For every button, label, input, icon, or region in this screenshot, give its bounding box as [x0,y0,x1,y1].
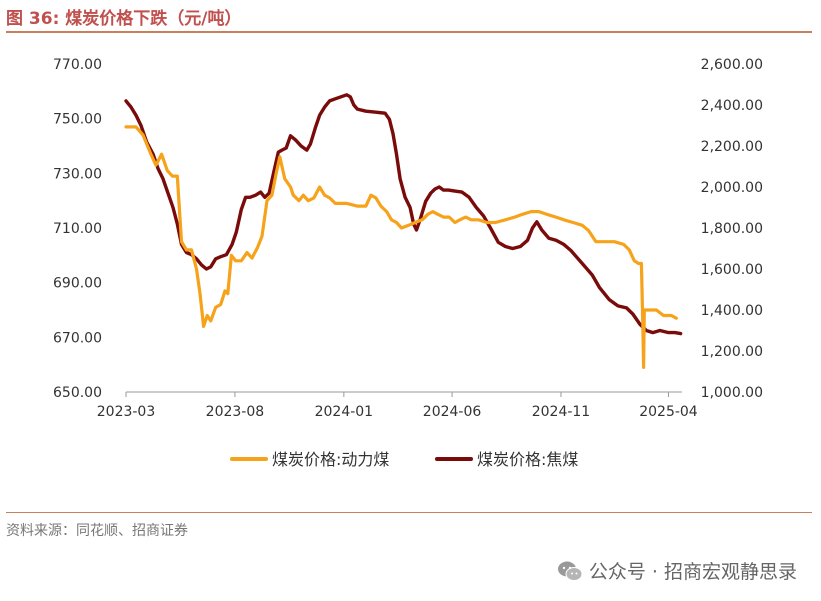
x-tick-label: 2024-11 [532,404,591,420]
legend-label: 煤炭价格:动力煤 [272,450,389,469]
y-left-tick-label: 710.00 [53,221,102,237]
y-right-tick-label: 1,000.00 [701,385,763,401]
y-right-tick-label: 1,800.00 [701,221,763,237]
watermark-text: 公众号 · 招商宏观静思录 [588,561,797,583]
x-tick-label: 2023-08 [206,404,265,420]
x-tick-label: 2025-04 [639,404,698,420]
y-right-tick-label: 1,400.00 [701,303,763,319]
y-left-tick-label: 670.00 [53,330,102,346]
x-tick-label: 2024-06 [423,404,482,420]
watermark: 公众号 · 招商宏观静思录 [557,557,797,584]
y-left-tick-label: 650.00 [53,385,102,401]
y-right-tick-label: 2,200.00 [701,139,763,155]
y-right-tick-label: 2,400.00 [701,98,763,114]
x-tick-label: 2023-03 [97,404,156,420]
source-note: 资料来源：同花顺、招商证券 [6,523,188,539]
x-tick-label: 2024-01 [315,404,374,420]
title-divider [6,31,812,33]
wechat-icon [557,561,583,581]
y-right-tick-label: 1,200.00 [701,344,763,360]
series-line-coking-coal [124,93,683,336]
y-left-tick-label: 690.00 [53,276,102,292]
legend-label: 煤炭价格:焦煤 [477,450,578,469]
y-left-tick-label: 770.00 [53,57,102,73]
y-left-tick-label: 730.00 [53,166,102,182]
y-right-tick-label: 1,600.00 [701,262,763,278]
y-right-tick-label: 2,000.00 [701,180,763,196]
coal-price-chart: 2023-03 2023-08 2024-01 2024-06 2024-11 2025-… [53,57,763,469]
footer-divider [6,512,812,513]
series-line-thermal-coal [124,125,678,369]
y-right-tick-label: 2,600.00 [701,57,763,73]
page-title: 图 36: 煤炭价格下跌（元/吨） [6,9,242,29]
y-left-tick-label: 750.00 [53,112,102,128]
